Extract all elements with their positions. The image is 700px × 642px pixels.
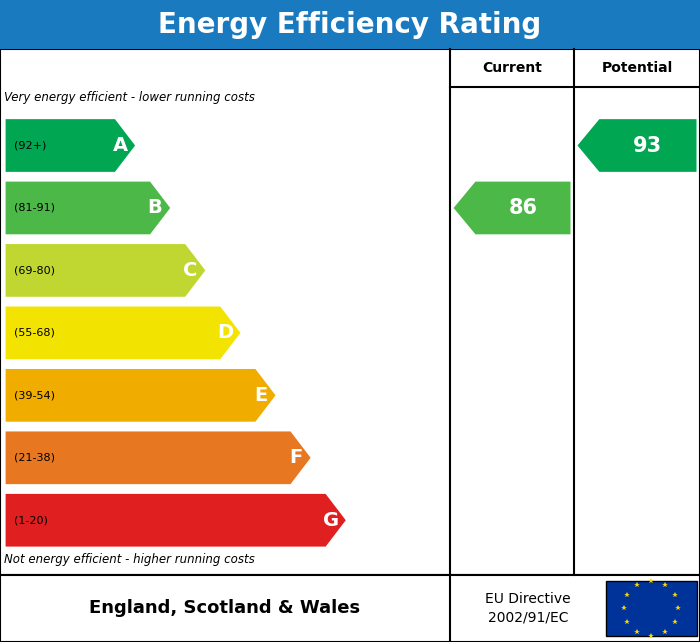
- Text: (55-68): (55-68): [14, 328, 55, 338]
- Text: 93: 93: [634, 135, 662, 155]
- Bar: [0, 49, 700, 575]
- Text: (39-54): (39-54): [14, 390, 55, 401]
- Text: EU Directive
2002/91/EC: EU Directive 2002/91/EC: [485, 592, 570, 625]
- Text: (81-91): (81-91): [14, 203, 55, 213]
- Text: Potential: Potential: [601, 61, 673, 75]
- Text: Not energy efficient - higher running costs: Not energy efficient - higher running co…: [4, 553, 254, 566]
- Text: England, Scotland & Wales: England, Scotland & Wales: [90, 599, 361, 618]
- Text: E: E: [254, 386, 267, 405]
- Polygon shape: [454, 182, 570, 234]
- Text: A: A: [113, 136, 127, 155]
- Text: (92+): (92+): [14, 141, 46, 150]
- Text: 86: 86: [508, 198, 538, 218]
- Text: Energy Efficiency Rating: Energy Efficiency Rating: [158, 11, 542, 39]
- Text: Current: Current: [482, 61, 542, 75]
- Text: C: C: [183, 261, 197, 280]
- Text: (21-38): (21-38): [14, 453, 55, 463]
- Polygon shape: [578, 119, 696, 172]
- Bar: [0, 0, 700, 49]
- Text: (1-20): (1-20): [14, 516, 48, 525]
- Polygon shape: [6, 119, 135, 172]
- Text: G: G: [323, 511, 339, 530]
- Text: F: F: [289, 448, 302, 467]
- Polygon shape: [6, 494, 346, 546]
- Text: B: B: [148, 198, 162, 218]
- Polygon shape: [6, 244, 205, 297]
- Polygon shape: [6, 369, 276, 422]
- Text: (69-80): (69-80): [14, 265, 55, 275]
- Text: Very energy efficient - lower running costs: Very energy efficient - lower running co…: [4, 91, 254, 104]
- Text: D: D: [217, 324, 233, 342]
- Polygon shape: [6, 306, 240, 360]
- Polygon shape: [6, 182, 170, 234]
- Bar: [0, 575, 700, 642]
- Polygon shape: [6, 431, 311, 484]
- Bar: [606, 580, 696, 636]
